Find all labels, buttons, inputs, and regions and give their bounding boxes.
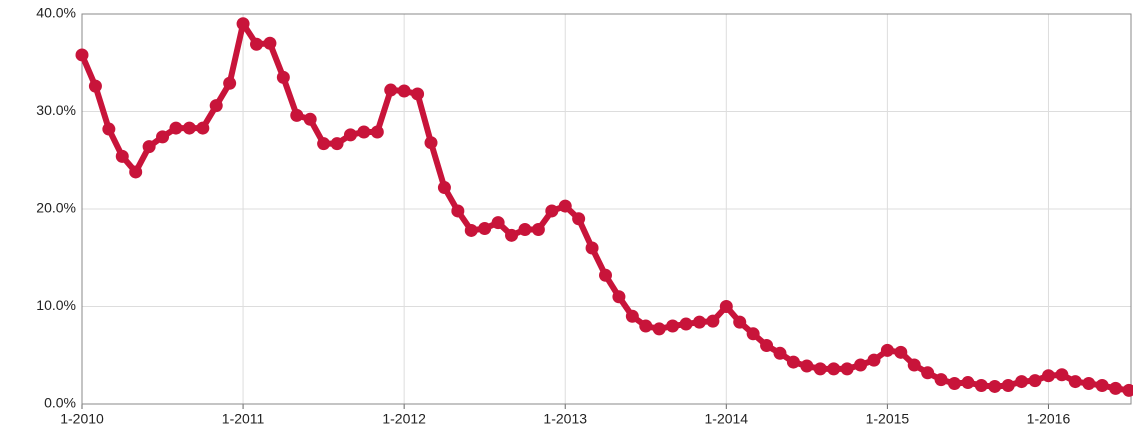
point [478,222,492,235]
point [813,362,827,376]
x-tick-label: 1-2015 [866,411,910,427]
point [343,128,357,142]
point [706,314,720,328]
point [974,378,988,392]
point [1068,375,1082,389]
point [894,345,908,359]
point [880,343,894,357]
x-tick-label: 1-2014 [705,411,749,427]
point [303,112,317,126]
point [437,181,451,195]
point [290,108,304,122]
point [330,137,344,151]
point [129,165,143,179]
y-tick-label: 10.0% [36,297,76,313]
point [625,309,639,323]
y-tick-label: 0.0% [44,395,76,411]
point [236,17,250,31]
point [961,376,975,390]
plot-border [81,13,1132,405]
point [827,362,841,376]
point [1001,378,1015,392]
point [169,121,183,135]
point [491,216,505,230]
point [424,136,438,150]
point [357,125,371,139]
point [1015,375,1029,389]
point [209,99,223,113]
point [411,87,425,101]
point [652,322,666,336]
point [867,353,881,367]
point [639,319,653,333]
point [800,359,814,373]
point [531,222,545,236]
point [773,346,787,360]
point [948,377,961,391]
point [142,140,156,154]
line [79,20,1130,394]
point [692,315,706,329]
point [464,223,478,237]
point [666,319,680,333]
point [719,300,733,313]
point [505,228,519,242]
point [451,204,465,218]
point [102,122,116,136]
point [1109,381,1123,395]
point [988,379,1002,393]
point [518,222,532,236]
point [545,204,559,218]
point [612,290,626,304]
point [840,362,854,376]
point [223,76,237,90]
x-tick-label: 1-2010 [60,411,104,427]
point [276,70,290,84]
x-tick-label: 1-2016 [1027,411,1071,427]
point [317,137,331,151]
point [585,241,599,255]
point [182,121,196,135]
point [1095,378,1109,392]
point [558,199,572,213]
point [1122,383,1133,397]
x-tick-label: 1-2011 [222,411,265,427]
point [733,315,747,329]
point [854,358,868,372]
point [156,130,170,144]
point [1041,369,1055,383]
x-tick-label: 1-2013 [543,411,587,427]
x-tick-label: 1-2012 [382,411,426,427]
point [679,317,693,331]
y-tick-label: 30.0% [36,102,76,118]
point [746,327,760,341]
point [250,37,263,51]
point [599,268,612,282]
point [934,373,948,387]
point [88,79,102,93]
point [397,84,411,98]
point [1082,377,1096,391]
point [921,366,935,380]
point [75,48,89,62]
y-tick-label: 20.0% [36,200,76,216]
point [1055,368,1069,382]
point [760,339,774,352]
point [263,36,277,50]
point [1028,374,1042,388]
point [196,121,210,135]
point [370,125,384,139]
point [115,149,129,163]
point [384,83,398,97]
y-tick-label: 40.0% [36,5,76,21]
point [786,355,800,369]
point [907,358,921,372]
point [572,212,586,226]
